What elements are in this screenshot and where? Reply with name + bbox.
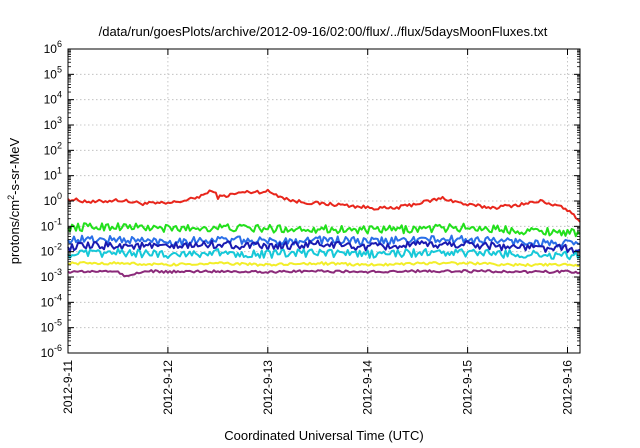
y-axis-label: protons/cm2-s-sr-MeV — [6, 137, 22, 264]
x-tick-label: 2012-9-11 — [61, 360, 75, 414]
y-tick-label-exp: 3 — [57, 115, 62, 125]
y-tick-label-base: 10 — [44, 169, 58, 183]
y-tick-label-exp: -6 — [54, 343, 62, 353]
y-tick-label-base: 10 — [41, 321, 55, 335]
y-tick-label-base: 10 — [44, 67, 58, 81]
y-tick-label-exp: 5 — [57, 64, 62, 74]
y-tick-label-base: 10 — [44, 143, 58, 157]
x-tick-label: 2012-9-16 — [561, 360, 575, 415]
y-tick-label: 10-1 — [41, 216, 62, 233]
y-tick-label-exp: 0 — [57, 191, 62, 201]
grid — [68, 49, 580, 353]
y-tick-label-base: 10 — [44, 194, 58, 208]
y-axis-label-prefix: protons/cm — [7, 200, 22, 264]
y-tick-label: 106 — [44, 39, 62, 56]
y-tick-label: 100 — [44, 191, 62, 208]
y-tick-label-exp: -1 — [54, 216, 62, 226]
y-tick-label: 10-4 — [41, 292, 62, 309]
y-tick-label-base: 10 — [41, 295, 55, 309]
series-line — [67, 222, 581, 238]
y-tick-label: 102 — [44, 140, 62, 157]
y-tick-label-base: 10 — [41, 219, 55, 233]
y-tick-label-exp: 4 — [57, 90, 62, 100]
y-tick-label-exp: 6 — [57, 39, 62, 49]
series-line — [67, 188, 581, 223]
y-axis: 10-610-510-410-310-210-11001011021031041… — [41, 39, 580, 360]
y-tick-label: 103 — [44, 115, 62, 132]
x-tick-label: 2012-9-13 — [261, 360, 275, 415]
series-line — [67, 234, 581, 248]
series-line — [67, 247, 581, 261]
chart-title: /data/run/goesPlots/archive/2012-09-16/0… — [99, 24, 548, 39]
x-tick-label: 2012-9-15 — [461, 360, 475, 415]
series-line — [67, 261, 581, 268]
y-tick-label-exp: -2 — [54, 242, 62, 252]
y-tick-label-exp: -5 — [54, 318, 62, 328]
y-tick-label-base: 10 — [44, 93, 58, 107]
y-tick-label: 10-2 — [41, 242, 62, 259]
y-tick-label-base: 10 — [41, 346, 55, 360]
y-tick-label-exp: 2 — [57, 140, 62, 150]
y-tick-label-base: 10 — [41, 245, 55, 259]
y-tick-label: 101 — [44, 166, 62, 183]
series-line — [67, 269, 581, 278]
x-axis-label: Coordinated Universal Time (UTC) — [224, 428, 423, 443]
y-tick-label-base: 10 — [44, 42, 58, 56]
y-tick-label: 10-6 — [41, 343, 62, 360]
plot-area — [67, 188, 581, 278]
y-tick-label: 10-5 — [41, 318, 62, 335]
y-tick-label-exp: -3 — [54, 267, 62, 277]
y-axis-label-suffix: -s-sr-MeV — [7, 137, 22, 194]
y-tick-label: 105 — [44, 64, 62, 81]
x-tick-label: 2012-9-12 — [161, 360, 175, 415]
y-tick-label-base: 10 — [41, 270, 55, 284]
y-tick-label: 104 — [44, 90, 62, 107]
x-tick-label: 2012-9-14 — [361, 360, 375, 415]
series-line — [67, 239, 581, 255]
y-tick-label-exp: 1 — [57, 166, 62, 176]
y-axis-label-sup: 2 — [6, 195, 16, 200]
y-tick-label: 10-3 — [41, 267, 62, 284]
y-tick-label-exp: -4 — [54, 292, 62, 302]
y-tick-label-base: 10 — [44, 118, 58, 132]
x-axis: 2012-9-11 2012-9-12 2012-9-13 2012-9-14 2012… — [61, 49, 575, 415]
